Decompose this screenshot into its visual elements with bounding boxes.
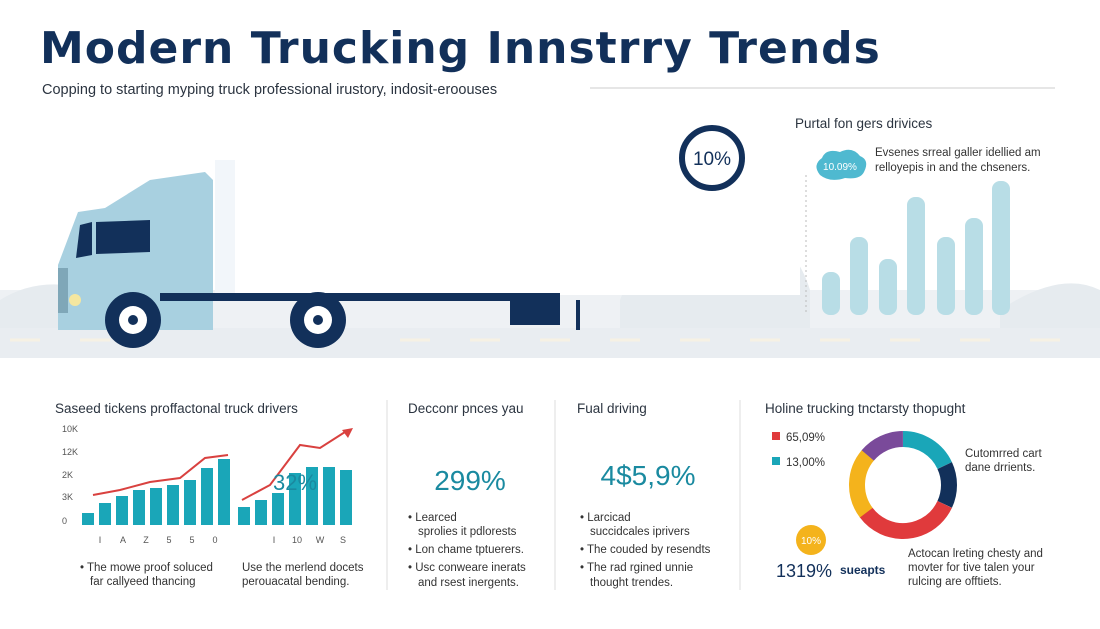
bar: [992, 181, 1010, 315]
y-tick-label: 10K: [62, 424, 78, 434]
bar: [133, 490, 145, 525]
x-tick-label: S: [340, 535, 346, 545]
y-tick-label: 2K: [62, 470, 73, 480]
y-tick-label: 0: [62, 516, 67, 526]
note: • The mowe proof soluced: [80, 562, 213, 574]
bar: [965, 218, 983, 315]
cloud-label: 10.09%: [823, 162, 857, 173]
x-tick-label: 10: [292, 535, 302, 545]
bullet: • Learced: [408, 512, 457, 524]
bullet: succidcales iprivers: [590, 526, 690, 538]
title: Modern Trucking Innstrry Trends: [40, 23, 881, 74]
legend-label: 65,09%: [786, 432, 825, 444]
bar: [272, 493, 284, 525]
x-tick-label: I: [99, 535, 102, 545]
cloud: [816, 149, 867, 180]
bar: [201, 468, 213, 525]
side-text: dane drrients.: [965, 462, 1035, 474]
legend-swatch: [772, 432, 780, 440]
legend-label: 13,00%: [786, 457, 825, 469]
bar: [907, 197, 925, 315]
note: movter for tive talen your: [908, 562, 1035, 574]
x-tick-label: W: [316, 535, 325, 545]
x-tick-label: I: [273, 535, 276, 545]
bullet: and rsest inergents.: [418, 577, 519, 589]
bar: [850, 237, 868, 315]
x-tick-label: 0: [212, 535, 217, 545]
bar: [150, 488, 162, 525]
bar: [255, 500, 267, 525]
side-text: Cutomrred cart: [965, 448, 1042, 460]
section-title: Decconr pnces yau: [408, 401, 524, 416]
donut: [848, 431, 957, 539]
hero-text: Evsenes srreal galler idellied am: [875, 147, 1041, 159]
hero-scene: [0, 160, 1100, 358]
stat-label: sueapts: [840, 563, 886, 577]
stat: 1319%: [776, 561, 832, 581]
badge: 10%: [801, 536, 821, 547]
bar: [116, 496, 128, 525]
bar: [238, 507, 250, 525]
note: perouacatal bending.: [242, 576, 349, 588]
subtitle: Copping to starting myping truck profess…: [42, 82, 497, 98]
note: rulcing are offtiets.: [908, 576, 1002, 588]
x-tick-label: 5: [166, 535, 171, 545]
badge-circle: [796, 525, 826, 555]
note: Actocan lreting chesty and: [908, 548, 1043, 560]
callout: 32%: [273, 470, 317, 495]
stat: 4$5,9%: [601, 460, 696, 491]
bar: [822, 272, 840, 315]
bullet: • The rad rgined unnie: [580, 562, 693, 574]
bar: [340, 470, 352, 525]
bar: [99, 503, 111, 525]
note: Use the merlend docets: [242, 562, 364, 574]
bar: [289, 473, 301, 525]
bar: [323, 467, 335, 525]
x-tick-label: 5: [189, 535, 194, 545]
badge: 10%: [693, 149, 731, 170]
badge-ring: [679, 125, 745, 191]
hero-text: relloyepis in and the chseners.: [875, 162, 1030, 174]
stat: 299%: [434, 465, 506, 496]
section-title: Fual driving: [577, 401, 647, 416]
bar: [218, 459, 230, 525]
bullet: • Usc conweare inerats: [408, 562, 526, 574]
section-title: Holine trucking tnctarsty thopught: [765, 401, 966, 416]
bar: [879, 259, 897, 315]
bar: [937, 237, 955, 315]
bar: [184, 480, 196, 525]
section-title: Saseed tickens proffactonal truck driver…: [55, 401, 298, 416]
x-tick-label: Z: [143, 535, 149, 545]
bar: [82, 513, 94, 525]
bullet: thought trendes.: [590, 577, 673, 589]
bar: [167, 485, 179, 525]
bullet: • Lon chame tptuerers.: [408, 544, 524, 556]
bar: [306, 467, 318, 525]
bullet: sprolies it pdlorests: [418, 526, 517, 538]
arrow: [342, 428, 353, 438]
bullet: • The couded by resendts: [580, 544, 711, 556]
note: far callyeed thancing: [90, 576, 195, 588]
hero-heading: Purtal fon gers drivices: [795, 116, 933, 131]
trend: [241, 431, 346, 501]
y-tick-label: 12K: [62, 447, 78, 457]
bullet: • Larcicad: [580, 512, 631, 524]
trend: [92, 454, 229, 496]
legend-swatch: [772, 457, 780, 465]
y-tick-label: 3K: [62, 492, 73, 502]
x-tick-label: A: [120, 535, 126, 545]
